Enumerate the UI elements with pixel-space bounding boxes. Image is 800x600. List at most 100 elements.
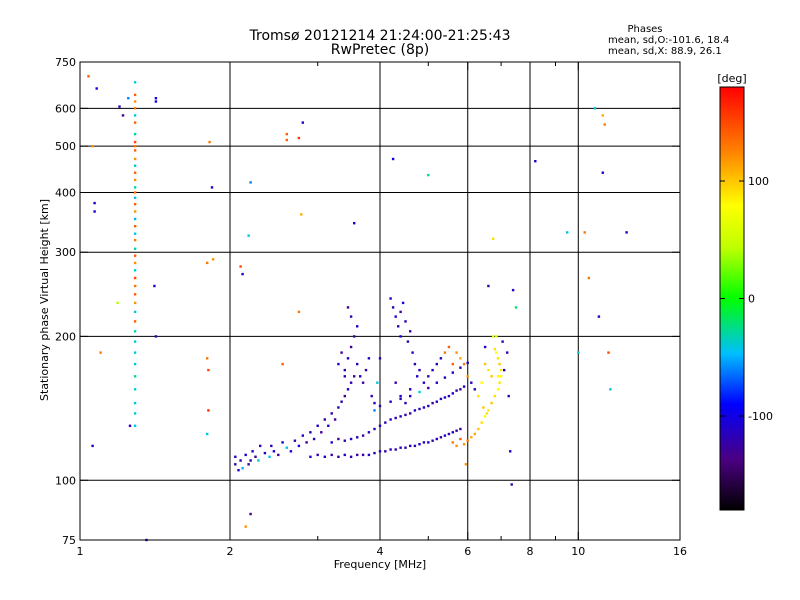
data-point xyxy=(327,424,330,427)
data-point xyxy=(153,284,156,288)
data-point xyxy=(293,439,297,442)
data-point xyxy=(133,225,137,228)
data-point xyxy=(285,446,288,449)
colorbar-tick-label: 100 xyxy=(748,175,769,188)
data-point xyxy=(443,396,447,399)
data-point xyxy=(509,450,512,453)
data-point xyxy=(133,217,137,221)
data-point xyxy=(376,381,379,384)
data-point xyxy=(247,234,250,237)
data-point xyxy=(353,375,356,378)
data-point xyxy=(95,87,98,90)
data-point xyxy=(373,427,376,431)
data-point xyxy=(514,306,518,309)
y-tick-label: 75 xyxy=(62,534,76,547)
data-point xyxy=(154,100,158,103)
data-point xyxy=(257,459,260,462)
data-point xyxy=(239,459,242,462)
data-point xyxy=(443,434,447,437)
data-point xyxy=(625,231,628,234)
data-point xyxy=(343,368,346,372)
data-point xyxy=(473,432,476,436)
data-point xyxy=(593,107,597,110)
data-point xyxy=(133,114,137,117)
data-point xyxy=(116,301,119,305)
data-point xyxy=(91,444,94,448)
data-point xyxy=(133,93,137,97)
data-point xyxy=(404,413,407,417)
grid-lines xyxy=(80,62,680,540)
data-point xyxy=(490,401,493,405)
data-point xyxy=(577,351,580,354)
data-point xyxy=(127,97,130,100)
data-point xyxy=(451,431,454,434)
data-point xyxy=(207,368,210,372)
data-point xyxy=(470,381,473,384)
data-point xyxy=(566,231,569,234)
data-point xyxy=(133,351,137,354)
data-point xyxy=(207,409,210,412)
data-point xyxy=(128,424,132,427)
data-point xyxy=(309,455,312,458)
data-point xyxy=(281,441,284,444)
stats-o-mode: mean, sd,O:-101.6, 18.4 xyxy=(608,35,729,46)
x-axis-label: Frequency [MHz] xyxy=(334,558,426,571)
data-point xyxy=(459,427,462,431)
data-point xyxy=(87,75,90,78)
y-tick-label: 600 xyxy=(55,102,76,115)
data-point xyxy=(133,140,137,144)
data-point xyxy=(473,388,476,391)
data-point xyxy=(133,132,137,136)
data-point xyxy=(394,448,397,451)
data-point xyxy=(333,418,337,421)
data-point xyxy=(133,301,137,305)
data-point xyxy=(583,231,586,234)
data-point xyxy=(154,97,158,100)
data-point xyxy=(404,320,407,323)
data-point xyxy=(91,145,94,148)
x-tick-label: 10 xyxy=(571,545,585,558)
data-point xyxy=(133,375,137,378)
data-point xyxy=(399,335,402,338)
data-point xyxy=(353,222,356,225)
y-tick-label: 500 xyxy=(55,140,76,153)
stats-x-mode: mean, sd,X: 88.9, 26.1 xyxy=(608,46,722,57)
data-point xyxy=(404,446,407,449)
data-point xyxy=(394,315,397,318)
data-point xyxy=(455,389,458,392)
data-point xyxy=(455,429,458,432)
x-tick-label: 1 xyxy=(77,545,84,558)
data-point xyxy=(422,441,426,444)
data-point xyxy=(462,385,466,388)
data-point xyxy=(422,381,426,384)
data-point xyxy=(483,362,487,366)
data-point xyxy=(409,412,412,415)
data-point xyxy=(312,437,316,441)
data-point xyxy=(133,149,137,152)
data-point xyxy=(418,443,421,446)
data-point xyxy=(316,453,319,457)
data-point xyxy=(133,191,137,194)
data-point xyxy=(211,258,215,261)
data-point xyxy=(466,439,469,442)
data-point xyxy=(418,390,421,394)
x-tick-label: 6 xyxy=(464,545,471,558)
data-point xyxy=(361,453,365,457)
data-point xyxy=(455,444,458,448)
data-point xyxy=(431,368,434,372)
data-point xyxy=(301,434,304,437)
data-point xyxy=(597,315,601,318)
x-tick-label: 2 xyxy=(227,545,234,558)
data-point xyxy=(462,362,466,366)
x-tick-label: 16 xyxy=(673,545,687,558)
data-point xyxy=(133,293,137,296)
stats-heading: Phases xyxy=(627,24,662,35)
data-point xyxy=(477,427,480,431)
data-point xyxy=(389,297,392,300)
data-point xyxy=(447,432,451,436)
data-point xyxy=(431,401,434,405)
data-point xyxy=(482,406,485,409)
data-point xyxy=(447,394,451,398)
data-point xyxy=(349,455,353,458)
